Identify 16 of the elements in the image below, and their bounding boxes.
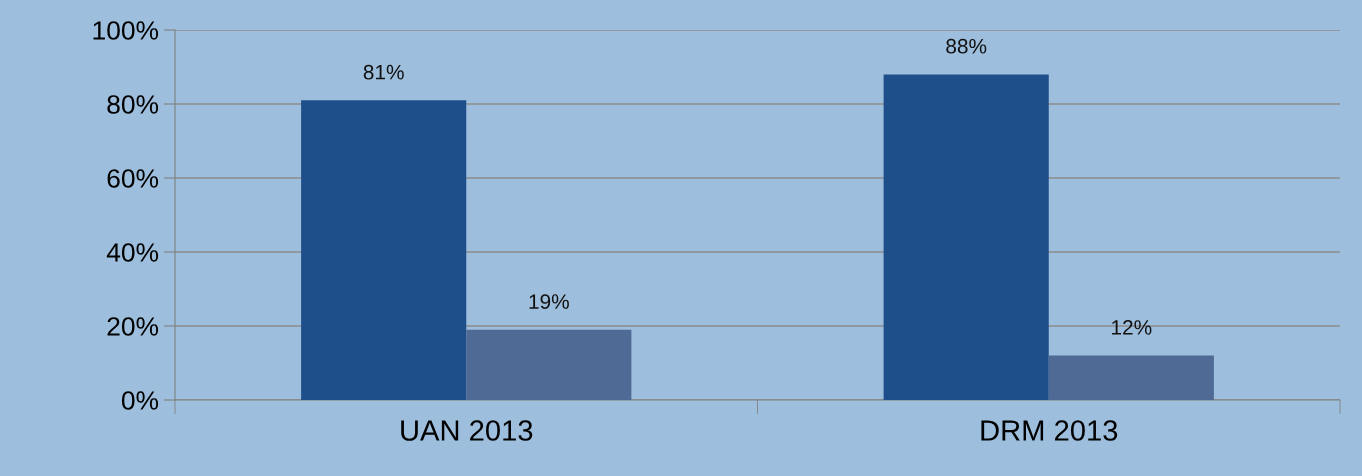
data-label: 88% — [946, 38, 987, 54]
bar — [1048, 355, 1214, 400]
x-tick-label: DRM 2013 — [981, 420, 1118, 441]
data-label: 81% — [363, 64, 404, 80]
y-tick-label: 100% — [93, 21, 159, 40]
y-tick-label: 0% — [121, 391, 159, 410]
y-tick-label: 80% — [107, 95, 159, 114]
y-tick-label: 40% — [106, 243, 159, 262]
bar — [466, 329, 632, 400]
x-tick-label: UAN 2013 — [401, 420, 533, 441]
y-tick-label: 60% — [107, 169, 159, 188]
y-tick-label: 20% — [107, 317, 159, 336]
data-label: 19% — [529, 294, 569, 309]
bar — [883, 74, 1049, 400]
data-label: 12% — [1112, 320, 1152, 335]
bar — [301, 100, 467, 400]
